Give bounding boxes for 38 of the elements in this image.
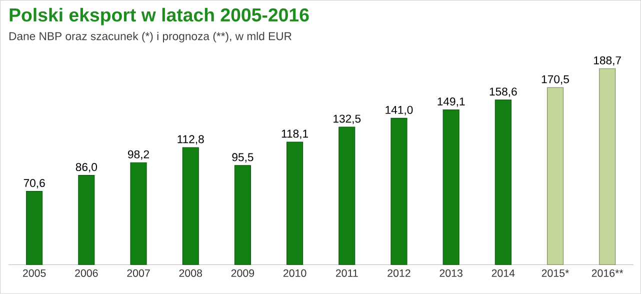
data-label: 170,5 [542, 75, 569, 85]
bar [338, 126, 356, 265]
data-label: 98,2 [128, 150, 149, 160]
x-tick-label: 2012 [388, 269, 410, 277]
data-label: 132,5 [334, 114, 361, 124]
chart-subtitle: Dane NBP oraz szacunek (*) i prognoza (**), w mld EUR [9, 32, 292, 42]
x-tick-label: 2008 [179, 269, 202, 277]
chart-title: Polski eksport w latach 2005-2016 [10, 8, 309, 26]
data-label: 112,8 [178, 135, 204, 145]
bar [546, 87, 564, 265]
x-tick-label: 2016** [592, 269, 624, 277]
x-tick-label: 2013 [440, 269, 462, 277]
data-label: 95,5 [232, 153, 254, 163]
bar [286, 142, 304, 265]
data-label: 70,6 [24, 179, 45, 188]
bar [442, 110, 460, 265]
x-tick-label: 2006 [75, 269, 98, 277]
bar [390, 118, 408, 265]
x-tick-label: 2014 [492, 269, 515, 277]
x-tick-label: 2010 [283, 269, 306, 277]
data-label: 149,1 [438, 98, 465, 107]
x-tick-label: 2009 [231, 269, 254, 277]
data-label: 141,0 [386, 106, 413, 116]
bar [599, 68, 616, 265]
x-tick-label: 2015* [542, 269, 570, 277]
bar [130, 162, 147, 265]
bar [78, 175, 95, 265]
bar [234, 165, 251, 265]
data-label: 118,1 [282, 130, 308, 140]
data-label: 86,0 [76, 163, 97, 172]
bar [494, 100, 512, 265]
x-tick-label: 2011 [336, 269, 358, 277]
data-label: 188,7 [594, 56, 621, 66]
bar [26, 191, 43, 265]
x-tick-label: 2005 [23, 269, 46, 277]
data-label: 158,6 [490, 88, 517, 97]
x-tick-label: 2007 [127, 269, 150, 277]
bar [182, 147, 199, 265]
